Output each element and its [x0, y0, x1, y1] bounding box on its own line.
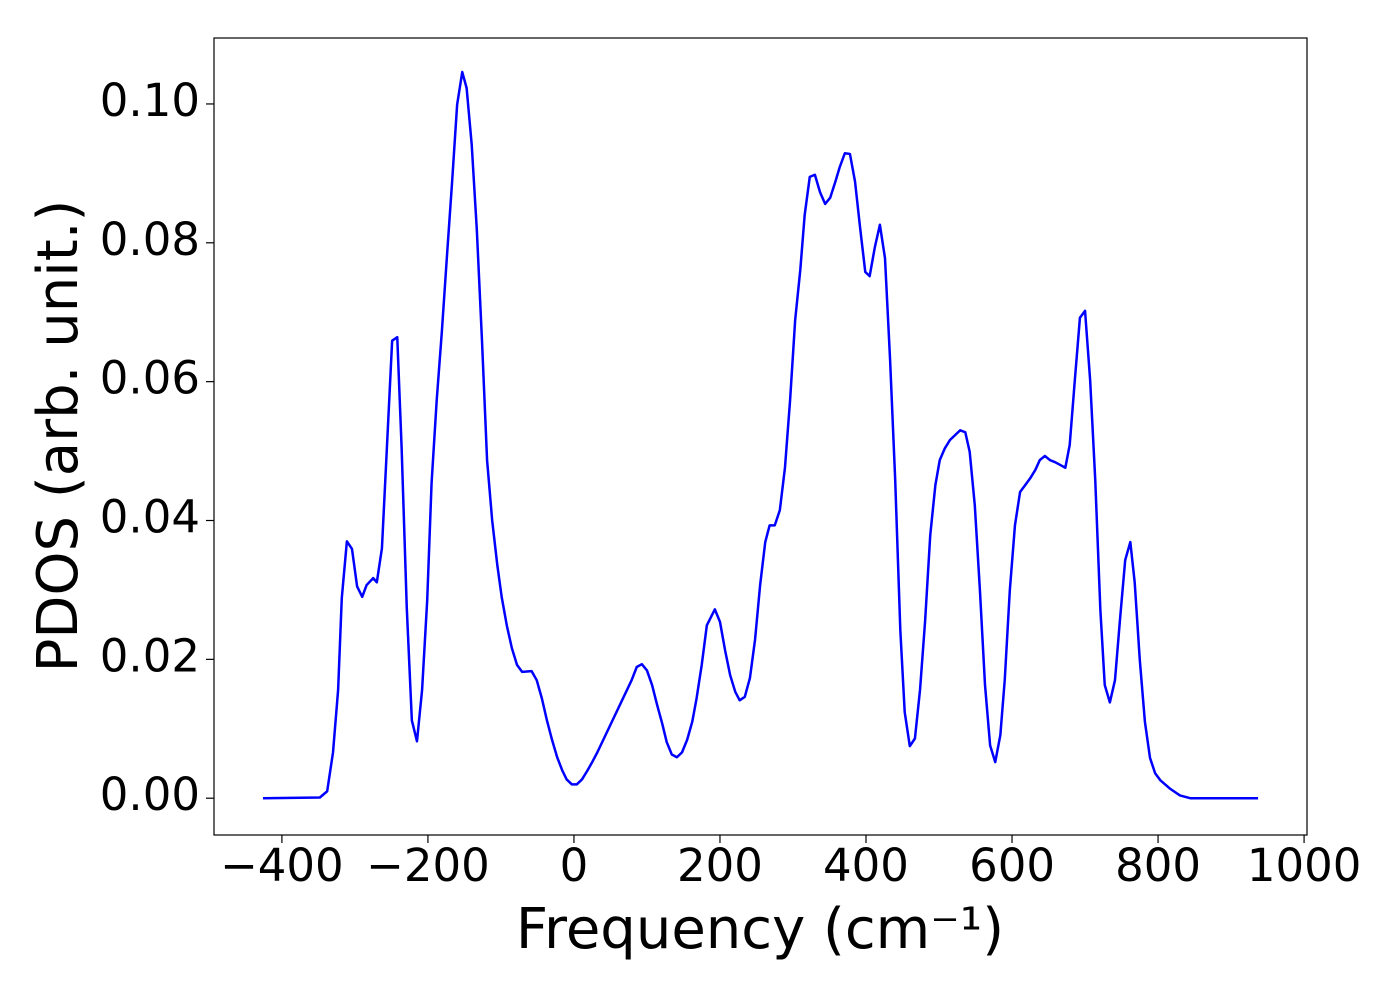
x-tick-label: 1000 [1247, 839, 1362, 892]
x-tick-label: −200 [366, 839, 490, 892]
x-tick-label: −400 [220, 839, 344, 892]
y-tick-label: 0.10 [100, 74, 200, 127]
x-tick-label: 400 [823, 839, 909, 892]
x-axis-label: Frequency (cm⁻¹) [516, 897, 1004, 962]
x-tick-label: 600 [969, 839, 1055, 892]
x-tick-label: 800 [1115, 839, 1201, 892]
y-tick-label: 0.02 [100, 629, 200, 682]
y-axis-label: PDOS (arb. unit.) [26, 200, 91, 673]
y-tick-label: 0.00 [100, 768, 200, 821]
y-tick-label: 0.08 [100, 213, 200, 266]
x-tick-label: 0 [560, 839, 589, 892]
y-tick-label: 0.06 [100, 352, 200, 405]
plot-frame [213, 37, 1308, 836]
y-tick-label: 0.04 [100, 491, 200, 544]
x-tick-label: 200 [677, 839, 763, 892]
data-line [262, 70, 1259, 800]
